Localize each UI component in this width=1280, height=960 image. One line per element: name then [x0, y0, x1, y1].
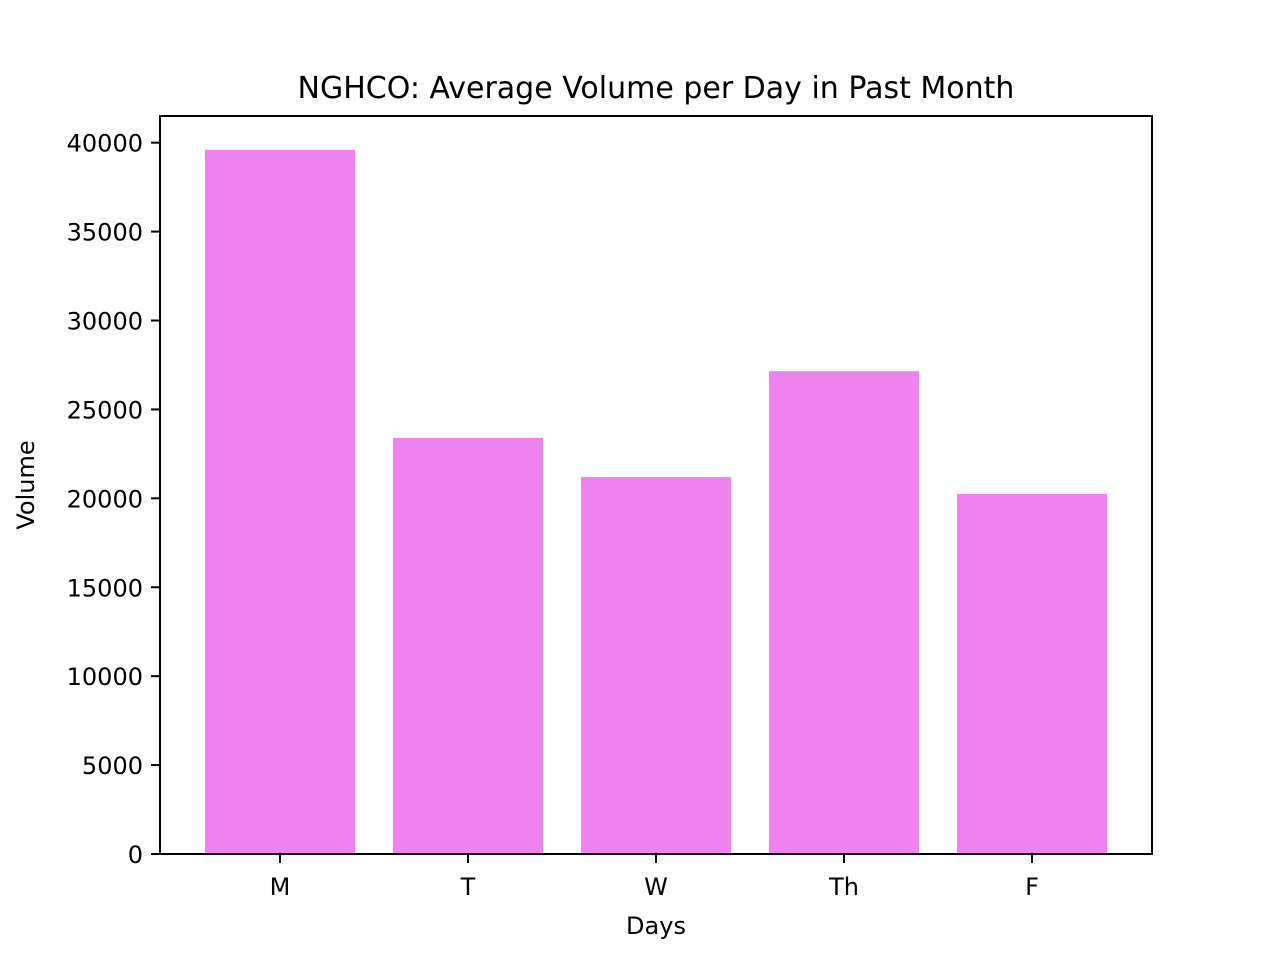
y-tick-label: 30000 [67, 308, 143, 336]
y-tick-label: 35000 [67, 219, 143, 247]
x-tick-label: Th [828, 873, 859, 901]
y-tick-label: 40000 [67, 130, 143, 158]
y-axis-ticks: 0 5000 10000 15000 20000 25000 30000 35000 40000 [67, 130, 160, 869]
bar-th [769, 371, 919, 854]
bar-t [393, 437, 543, 854]
plot-frame [159, 115, 1153, 855]
x-tick-label: F [1025, 873, 1039, 901]
bars-group [205, 149, 1107, 854]
y-tick-label: 25000 [67, 396, 143, 424]
x-axis-label: Days [626, 912, 686, 940]
x-axis-ticks: M T W Th F [270, 854, 1039, 901]
bar-w [581, 476, 731, 854]
y-tick-label: 5000 [82, 752, 143, 780]
x-tick-label: W [644, 873, 668, 901]
y-tick-label: 15000 [67, 574, 143, 602]
chart-title: NGHCO: Average Volume per Day in Past Mo… [298, 71, 1015, 106]
bar-m [205, 149, 355, 854]
y-axis-label: Volume [12, 440, 40, 529]
y-tick-label: 20000 [67, 485, 143, 513]
x-tick-label: T [460, 873, 476, 901]
bar-f [957, 493, 1107, 854]
y-tick-label: 0 [128, 841, 143, 869]
x-tick-label: M [270, 873, 291, 901]
y-tick-label: 10000 [67, 663, 143, 691]
